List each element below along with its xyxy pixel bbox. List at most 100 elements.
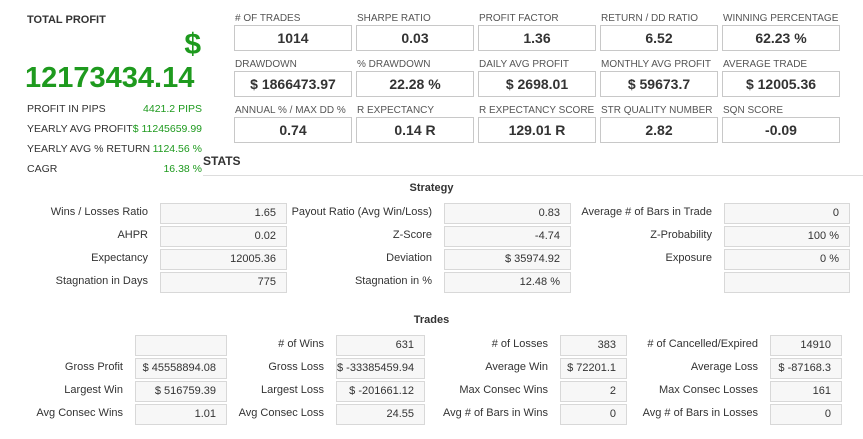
metric-value: 2.82 [600,117,718,143]
stat-value: -4.74 [444,226,571,247]
stat-label: Z-Score [392,229,432,241]
metric-label: SHARPE RATIO [357,13,431,24]
stat-label: Expectancy [91,252,148,264]
stat-value: $ -33385459.94 [336,358,425,379]
stat-value [135,335,227,356]
metric-label: RETURN / DD RATIO [601,13,699,24]
stat-value: $ 516759.39 [135,381,227,402]
metric-value: 6.52 [600,25,718,51]
stat-value: 161 [770,381,842,402]
stat-value: 14910 [770,335,842,356]
summary-value: $ 11245659.99 [132,123,202,135]
metric-label: R EXPECTANCY [357,105,435,116]
divider [203,175,863,176]
stat-label: Gross Loss [268,361,324,373]
stat-label: Avg Consec Loss [238,407,324,419]
stat-label: # of Losses [491,338,548,350]
total-profit: 12173434.14 [25,62,195,94]
metric-value: $ 2698.01 [478,71,596,97]
metric-label: R EXPECTANCY SCORE [479,105,595,116]
stat-label: Wins / Losses Ratio [50,206,148,218]
stat-value: $ 45558894.08 [135,358,227,379]
metric-label: DRAWDOWN [235,59,297,70]
stat-value: 0.83 [444,203,571,224]
stat-value: 2 [560,381,627,402]
metric-label: SQN SCORE [723,105,784,116]
metric-value: 129.01 R [478,117,596,143]
stat-value: 12005.36 [160,249,287,270]
metric-value: 0.03 [356,25,474,51]
summary-value: 4421.2 PIPS [143,103,202,115]
metric-label: # OF TRADES [235,13,301,24]
stat-value: 0 % [724,249,850,270]
stat-label: Avg # of Bars in Losses [642,407,758,419]
metric-label: PROFIT FACTOR [479,13,559,24]
stat-label: # of Wins [278,338,324,350]
stat-value: $ -201661.12 [336,381,425,402]
stat-label: Max Consec Losses [658,384,758,396]
stat-label: Z-Probability [650,229,712,241]
metric-value: $ 59673.7 [600,71,718,97]
summary-label: YEARLY AVG % RETURN [27,143,151,155]
metric-label: DAILY AVG PROFIT [479,59,570,70]
stat-label: AHPR [117,229,148,241]
stat-value: 1.65 [160,203,287,224]
strategy-title: Strategy [409,182,454,194]
stat-label: Average Loss [690,361,758,373]
metric-value: 1014 [234,25,352,51]
stat-label: Stagnation in Days [55,275,148,287]
metric-value: -0.09 [722,117,840,143]
metric-value: 0.14 R [356,117,474,143]
metric-value: $ 12005.36 [722,71,840,97]
metric-value: 0.74 [234,117,352,143]
stat-label: Exposure [665,252,712,264]
stat-value: 12.48 % [444,272,571,293]
metric-label: MONTHLY AVG PROFIT [601,59,712,70]
stat-label: Gross Profit [64,361,123,373]
total-profit-title: TOTAL PROFIT [27,14,106,26]
stat-label: Max Consec Wins [459,384,548,396]
metric-label: AVERAGE TRADE [723,59,808,70]
metric-label: WINNING PERCENTAGE [723,13,839,24]
stat-value: $ -87168.3 [770,358,842,379]
summary-label: CAGR [27,163,58,175]
metric-value: 22.28 % [356,71,474,97]
stat-value: $ 35974.92 [444,249,571,270]
metric-label: STR QUALITY NUMBER [601,105,713,116]
stat-value: 1.01 [135,404,227,425]
metric-value: 62.23 % [722,25,840,51]
summary-label: YEARLY AVG PROFIT [27,123,133,135]
summary-label: PROFIT IN PIPS [27,103,106,115]
stat-label: Stagnation in % [354,275,432,287]
summary-value: 1124.56 % [152,143,202,155]
summary-value: 16.38 % [163,163,202,175]
stat-value: 0.02 [160,226,287,247]
stat-label: Avg # of Bars in Wins [443,407,548,419]
currency-symbol: $ [184,28,201,61]
stat-label: Largest Loss [261,384,324,396]
stat-value: 775 [160,272,287,293]
metric-value: $ 1866473.97 [234,71,352,97]
stat-label: Payout Ratio (Avg Win/Loss) [291,206,432,218]
stat-value: 24.55 [336,404,425,425]
stat-label: Average Win [485,361,548,373]
trades-title: Trades [413,314,450,326]
stat-value [724,272,850,293]
stat-value: 100 % [724,226,850,247]
stat-label: # of Cancelled/Expired [647,338,758,350]
stat-value: $ 72201.1 [560,358,627,379]
stat-label: Average # of Bars in Trade [581,206,712,218]
metric-value: 1.36 [478,25,596,51]
stat-value: 631 [336,335,425,356]
stat-value: 0 [724,203,850,224]
metric-label: ANNUAL % / MAX DD % [235,105,346,116]
stat-value: 0 [770,404,842,425]
metric-label: % DRAWDOWN [357,59,431,70]
stat-label: Avg Consec Wins [36,407,123,419]
stat-label: Deviation [386,252,432,264]
stat-label: Largest Win [64,384,123,396]
stat-value: 383 [560,335,627,356]
stats-title: STATS [203,154,241,168]
stat-value: 0 [560,404,627,425]
